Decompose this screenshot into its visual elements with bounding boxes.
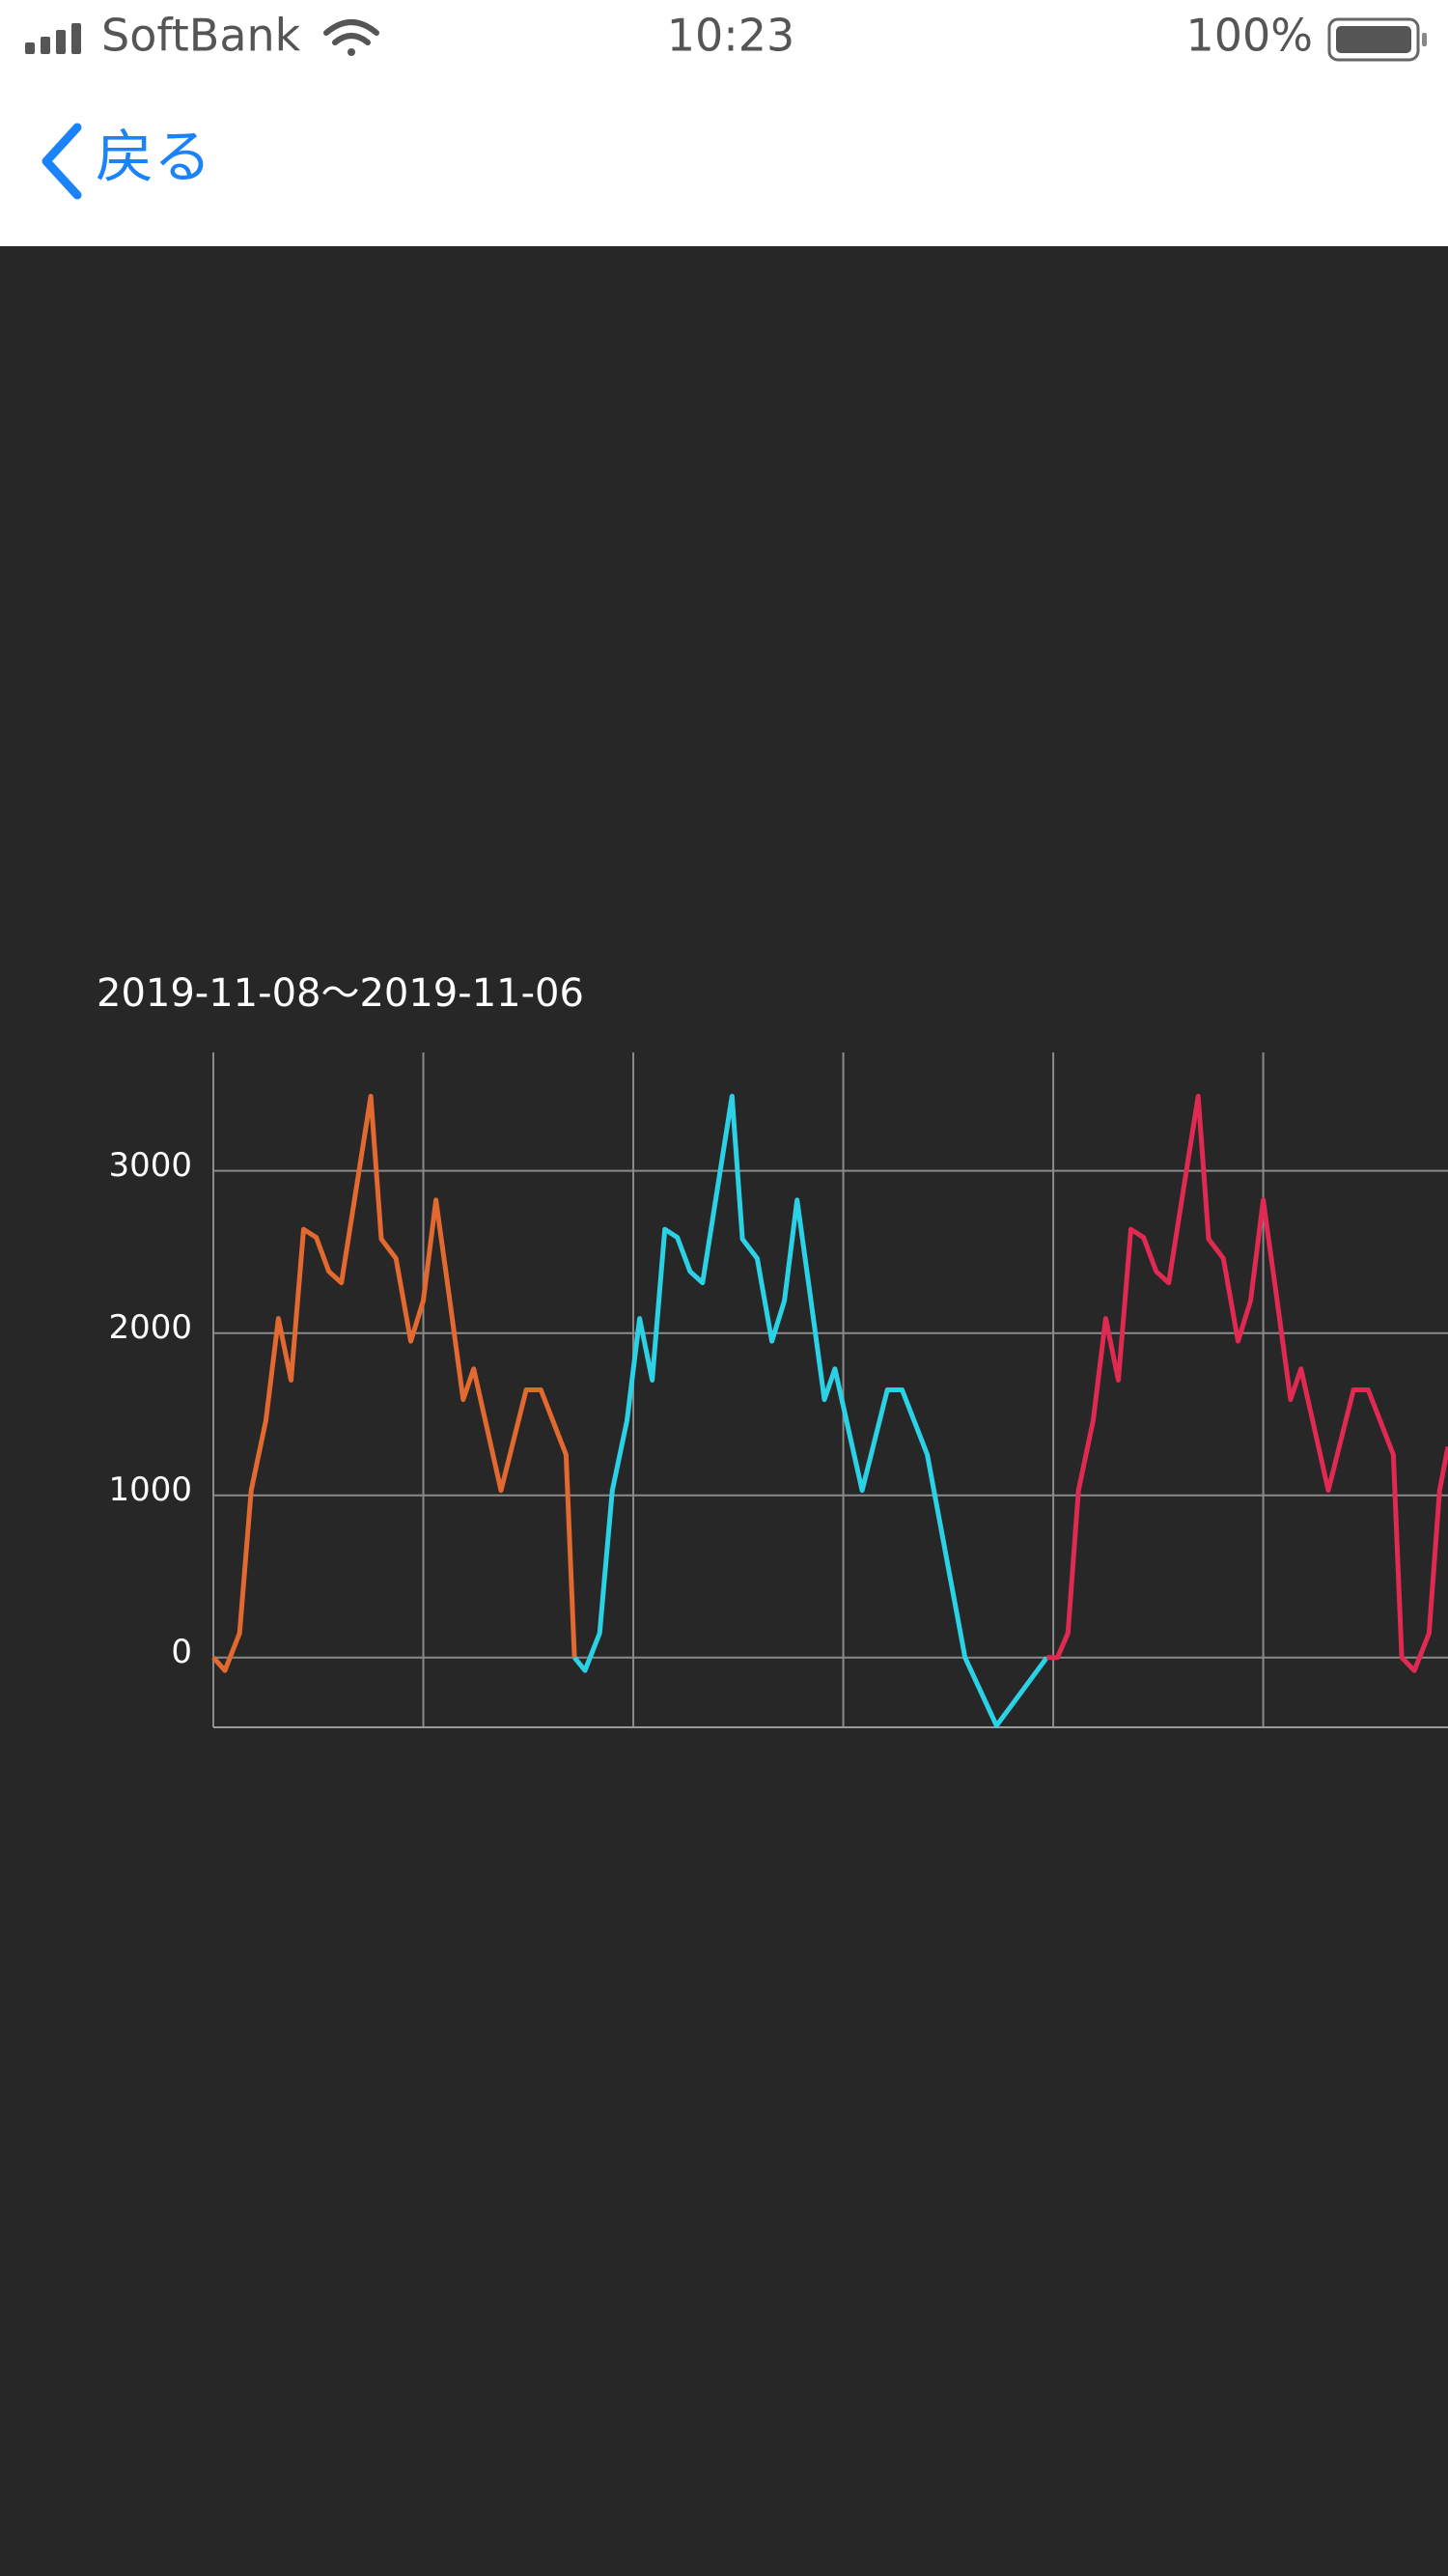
series-line: [211, 1093, 577, 1673]
series-line: [572, 1093, 1049, 1728]
back-button[interactable]: 戻る: [42, 123, 211, 200]
chart-title: 2019-11-08〜2019-11-06: [97, 971, 584, 1016]
y-tick-label: 2000: [108, 1308, 192, 1347]
carrier: SoftBank: [101, 10, 301, 62]
y-tick-label: 3000: [108, 1146, 192, 1185]
y-tick-label: 0: [171, 1633, 192, 1671]
wifi: [323, 19, 379, 56]
signal: [25, 23, 81, 54]
back-chevron[interactable]: [42, 123, 82, 200]
back-label[interactable]: 戻る: [96, 125, 211, 192]
battery-icon: [1327, 17, 1427, 62]
battery-level: 100%: [1185, 10, 1313, 62]
time: 10:23: [667, 10, 795, 62]
header: [0, 0, 1448, 246]
y-tick-label: 1000: [108, 1470, 192, 1509]
series-line: [1046, 1093, 1448, 1673]
